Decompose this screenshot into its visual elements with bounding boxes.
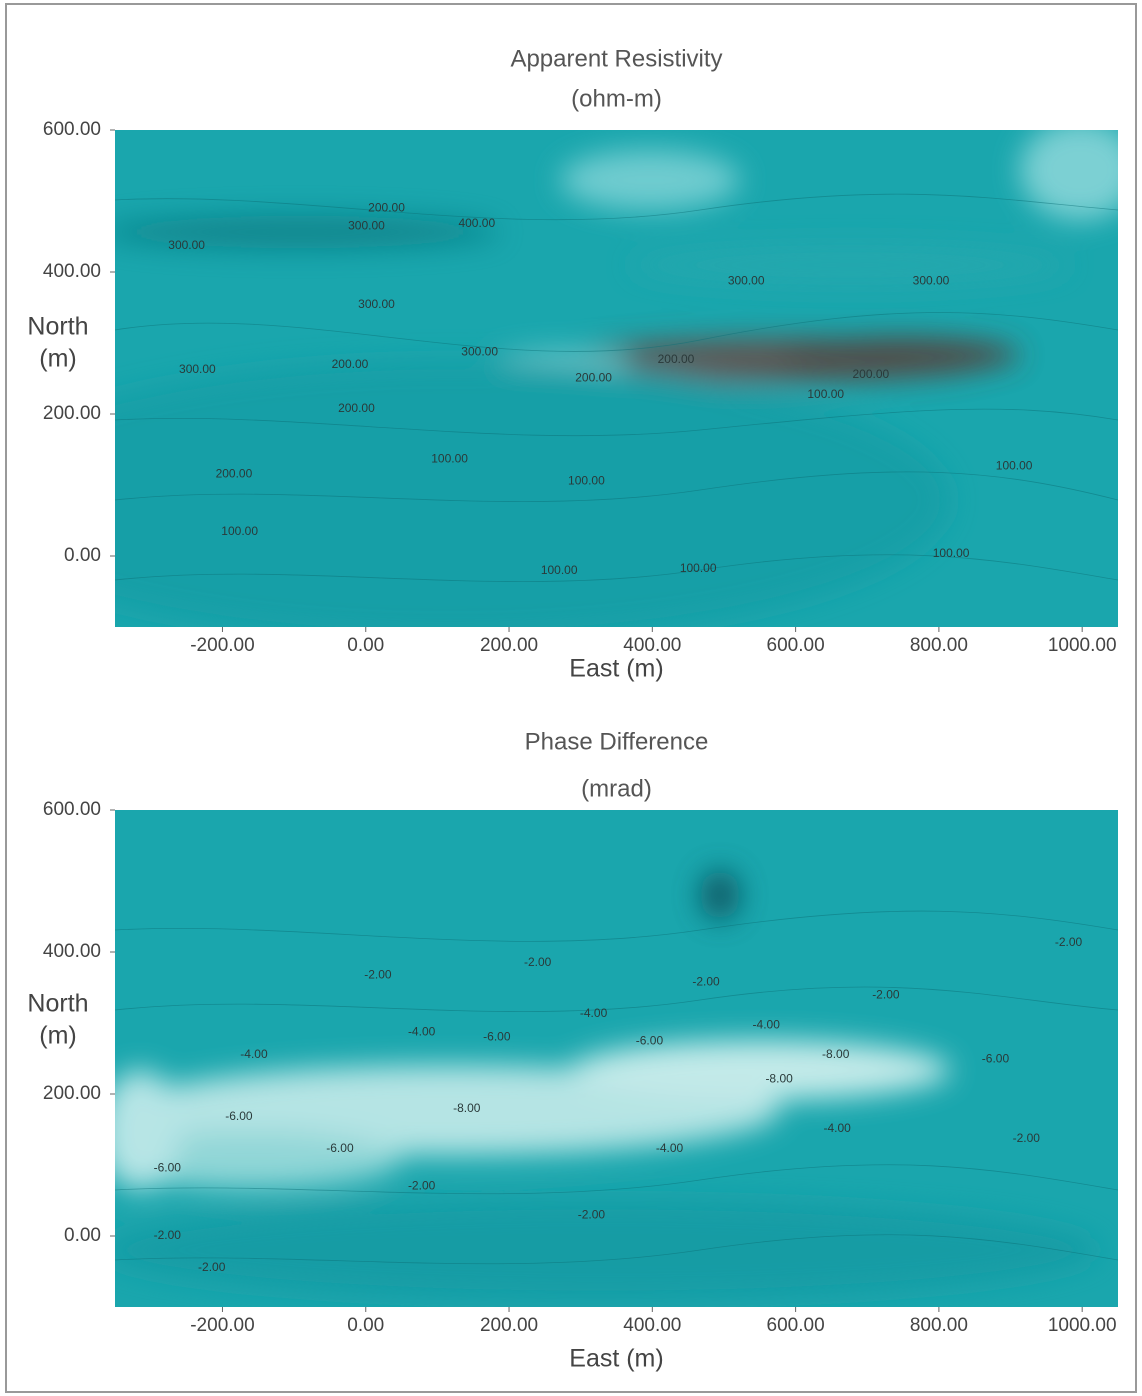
x-tick-label: -200.00: [190, 1315, 254, 1336]
x-tick-label: 400.00: [623, 1315, 681, 1336]
x-tick-label: -200.00: [190, 635, 254, 656]
contour-label: 100.00: [996, 459, 1033, 473]
chart-subtitle: (ohm-m): [571, 85, 662, 112]
contour-label: -2.00: [1013, 1131, 1041, 1145]
x-axis-label: East (m): [569, 655, 663, 683]
contour-label: -4.00: [823, 1121, 851, 1135]
x-tick-label: 400.00: [623, 635, 681, 656]
y-tick-label: 200.00: [43, 1083, 101, 1104]
contour-label: -4.00: [656, 1141, 684, 1155]
y-axis-label: North: [27, 313, 88, 341]
contour-label: 300.00: [728, 273, 765, 287]
y-axis-label: (m): [39, 1022, 76, 1050]
x-tick-label: 800.00: [910, 635, 968, 656]
contour-label: -2.00: [154, 1228, 182, 1242]
contour-label: -2.00: [524, 955, 552, 969]
contour-label: -4.00: [753, 1017, 781, 1031]
contour-label: -6.00: [154, 1161, 182, 1175]
contour-label: 100.00: [680, 561, 717, 575]
contour-label: -4.00: [240, 1047, 268, 1061]
contour-label: 200.00: [368, 200, 405, 214]
y-tick-label: 0.00: [64, 545, 101, 566]
contour-label: 200.00: [575, 371, 612, 385]
contour-label: -2.00: [692, 975, 720, 989]
contour-label: 300.00: [179, 362, 216, 376]
contour-label: -6.00: [326, 1141, 354, 1155]
x-tick-label: 1000.00: [1048, 1315, 1117, 1336]
contour-label: -2.00: [198, 1260, 226, 1274]
contour-label: -2.00: [1055, 935, 1083, 949]
contour-label: 100.00: [933, 546, 970, 560]
y-tick-label: 0.00: [64, 1225, 101, 1246]
contour-label: -8.00: [453, 1101, 481, 1115]
contour-label: -2.00: [872, 987, 900, 1001]
contour-label: -6.00: [636, 1034, 664, 1048]
contour-label: 300.00: [348, 219, 385, 233]
contour-label: -8.00: [765, 1071, 793, 1085]
contour-label: -6.00: [225, 1109, 253, 1123]
contour-label: -4.00: [580, 1006, 608, 1020]
x-tick-label: 0.00: [347, 635, 384, 656]
contour-label: -8.00: [822, 1047, 850, 1061]
contour-label: 300.00: [168, 238, 205, 252]
y-tick-label: 400.00: [43, 941, 101, 962]
x-axis-label: East (m): [569, 1345, 663, 1373]
x-tick-label: 0.00: [347, 1315, 384, 1336]
texture: [0, 120, 1140, 640]
x-tick-label: 800.00: [910, 1315, 968, 1336]
x-tick-label: 600.00: [767, 635, 825, 656]
contour-label: -2.00: [364, 968, 392, 982]
page: Apparent Resistivity (ohm-m) East (m) North…: [0, 0, 1142, 1396]
y-axis-label: (m): [39, 345, 76, 373]
contour-label: 200.00: [852, 367, 889, 381]
y-tick-label: 400.00: [43, 261, 101, 282]
chart-title: Apparent Resistivity: [510, 45, 722, 72]
y-tick-label: 600.00: [43, 119, 101, 140]
y-axis-label: North: [27, 990, 88, 1018]
contour-label: 200.00: [216, 467, 253, 481]
x-tick-label: 600.00: [767, 1315, 825, 1336]
contour-label: 300.00: [461, 344, 498, 358]
contour-label: 200.00: [332, 357, 369, 371]
contour-label: -2.00: [408, 1178, 436, 1192]
contour-label: 100.00: [431, 452, 468, 466]
chart-subtitle: (mrad): [581, 775, 652, 802]
contour-label: -4.00: [408, 1024, 436, 1038]
x-tick-label: 1000.00: [1048, 635, 1117, 656]
contour-label: 300.00: [913, 273, 950, 287]
contour-label: 400.00: [458, 216, 495, 230]
contour-label: 100.00: [221, 524, 258, 538]
contour-label: 200.00: [658, 352, 695, 366]
contour-label: -6.00: [982, 1051, 1010, 1065]
contour-label: 300.00: [358, 297, 395, 311]
x-tick-label: 200.00: [480, 1315, 538, 1336]
y-tick-label: 200.00: [43, 403, 101, 424]
contour-label: 200.00: [338, 401, 375, 415]
x-tick-label: 200.00: [480, 635, 538, 656]
contour-label: -2.00: [578, 1208, 606, 1222]
contour-label: -6.00: [483, 1029, 511, 1043]
chart-title: Phase Difference: [525, 728, 709, 755]
contour-label: 100.00: [807, 387, 844, 401]
y-tick-label: 600.00: [43, 799, 101, 820]
contour-label: 100.00: [541, 563, 578, 577]
contour-label: 100.00: [568, 474, 605, 488]
